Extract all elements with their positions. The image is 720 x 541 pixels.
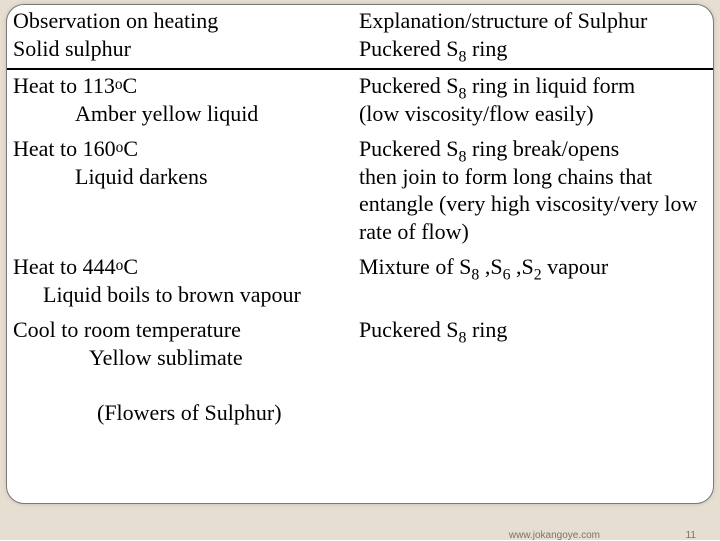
observation-line: Liquid boils to brown vapour [13, 281, 347, 309]
header-explanation-title: Explanation/structure of Sulphur [359, 8, 647, 33]
table-row: Heat to 444oC Liquid boils to brown vapo… [7, 251, 713, 314]
table-header-row: Observation on heating Solid sulphur Exp… [7, 5, 713, 69]
explanation-line: Puckered S8 ring break/opens [359, 136, 619, 161]
explanation-cell: Mixture of S8 ,S6 ,S2 vapour [353, 251, 713, 314]
table-row: Heat to 113oC Amber yellow liquid Pucker… [7, 69, 713, 133]
header-observation-title: Observation on heating [13, 8, 218, 33]
explanation-cell: Puckered S8 ring break/opens then join t… [353, 133, 713, 251]
explanation-line: Puckered S8 ring [359, 317, 507, 342]
sulphur-table: Observation on heating Solid sulphur Exp… [7, 5, 713, 432]
observation-line: Heat to 160oC [13, 136, 138, 161]
footer-page-number: 11 [686, 530, 696, 541]
table-row: Heat to 160oC Liquid darkens Puckered S8… [7, 133, 713, 251]
explanation-line: Puckered S8 ring in liquid form [359, 73, 635, 98]
observation-line: Liquid darkens [13, 163, 347, 191]
header-explanation-sub: Puckered S8 ring [359, 36, 507, 61]
explanation-cell: Puckered S8 ring in liquid form (low vis… [353, 69, 713, 133]
observation-line: Cool to room temperature [13, 317, 241, 342]
footer-url: www.jokangoye.com [509, 530, 600, 541]
explanation-cell: Puckered S8 ring [353, 314, 713, 432]
explanation-line: (low viscosity/flow easily) [359, 101, 594, 126]
observation-line: Amber yellow liquid [13, 100, 347, 128]
explanation-line: then join to form long chains that entan… [359, 164, 697, 244]
observation-cell: Heat to 113oC Amber yellow liquid [7, 69, 353, 133]
header-observation-cell: Observation on heating Solid sulphur [7, 5, 353, 69]
table-row: Cool to room temperature Yellow sublimat… [7, 314, 713, 432]
observation-cell: Heat to 160oC Liquid darkens [7, 133, 353, 251]
observation-line: (Flowers of Sulphur) [13, 399, 347, 427]
observation-line: Heat to 113oC [13, 73, 137, 98]
explanation-line: Mixture of S8 ,S6 ,S2 vapour [359, 254, 608, 279]
observation-cell: Cool to room temperature Yellow sublimat… [7, 314, 353, 432]
observation-line: Yellow sublimate [13, 344, 347, 372]
observation-cell: Heat to 444oC Liquid boils to brown vapo… [7, 251, 353, 314]
header-explanation-cell: Explanation/structure of Sulphur Puckere… [353, 5, 713, 69]
observation-line: Heat to 444oC [13, 254, 138, 279]
content-frame: Observation on heating Solid sulphur Exp… [6, 4, 714, 504]
header-observation-sub: Solid sulphur [13, 36, 131, 61]
